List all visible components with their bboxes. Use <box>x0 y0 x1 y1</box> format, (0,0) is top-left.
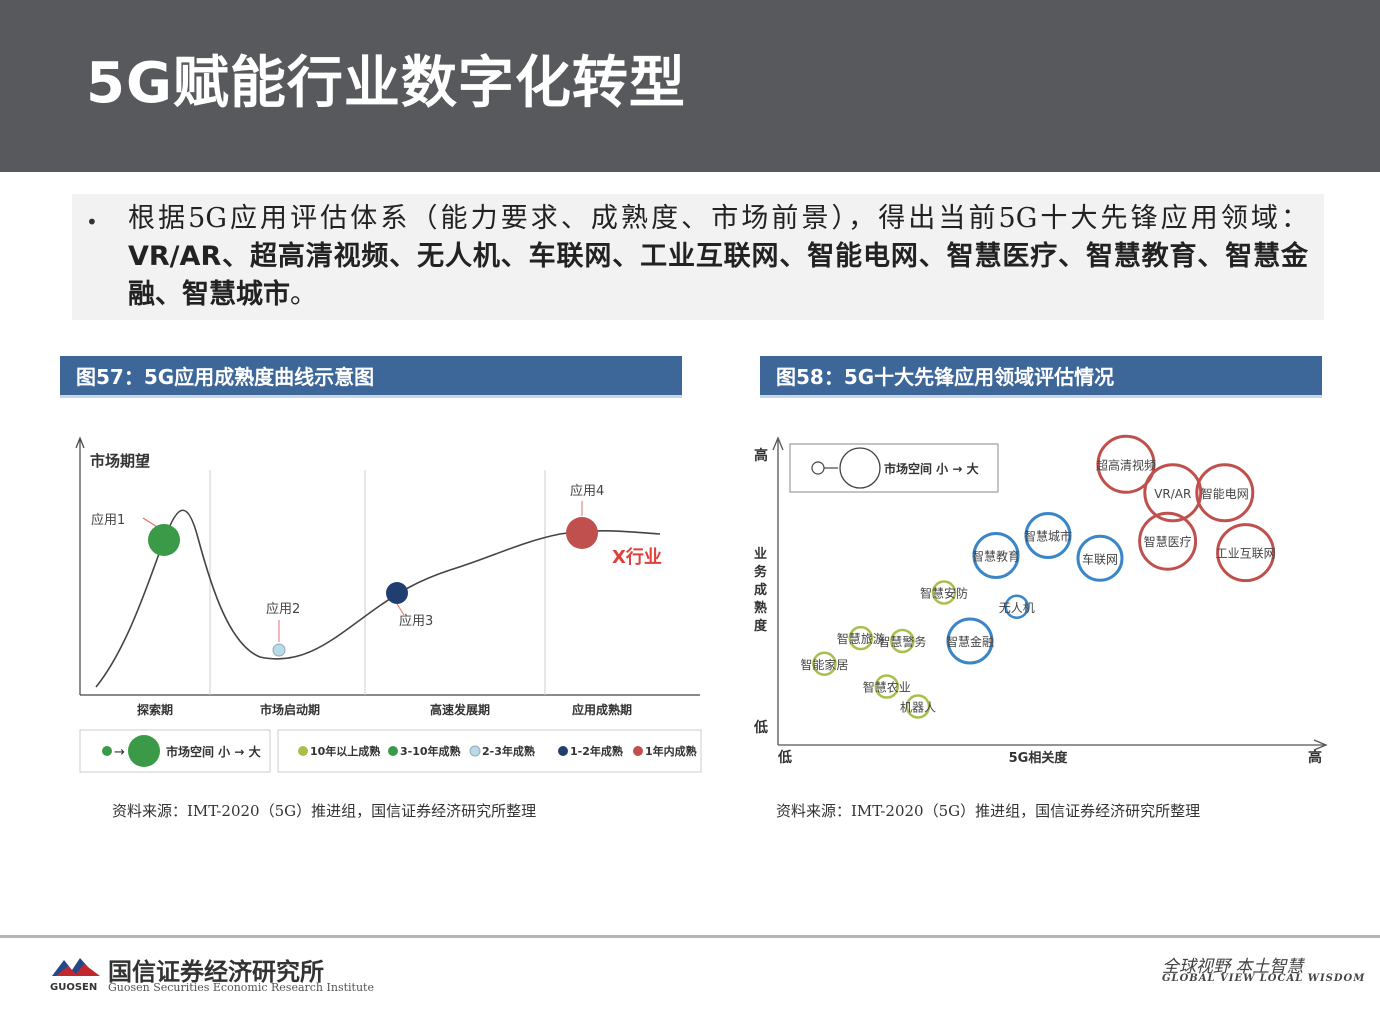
legend-large-circle <box>839 447 881 489</box>
app4-marker <box>566 517 598 549</box>
size-legend-label: 市场空间 小 → 大 <box>166 744 261 759</box>
legend-3-10y: 3-10年成熟 <box>400 744 461 758</box>
phase-dividers <box>209 470 546 695</box>
y-axis-arrow <box>75 436 85 449</box>
app2-label: 应用2 <box>266 601 300 617</box>
bullet-icon: • <box>86 210 98 234</box>
scatter-point-label: 智慧金融 <box>946 634 994 649</box>
summary-text: 根据5G应用评估体系（能力要求、成熟度、市场前景），得出当前5G十大先锋应用领域… <box>128 200 1308 314</box>
scatter-point <box>1195 463 1255 523</box>
scatter-point <box>874 674 900 699</box>
scatter-point-label: 工业互联网 <box>1216 547 1276 561</box>
slogan-cn: 全球视野 本土智慧 <box>1162 957 1304 977</box>
phase-explore: 探索期 <box>137 702 173 717</box>
logo-abbr: GUOSEN <box>50 982 98 993</box>
scatter-point <box>812 651 837 676</box>
y-low-label: 低 <box>753 719 768 736</box>
page-title: 5G赋能行业数字化转型 <box>86 51 686 116</box>
size-legend-label: 市场空间 小 → 大 <box>884 461 979 476</box>
phase-growth: 高速发展期 <box>430 702 490 717</box>
scatter-point-label: 超高清视频 <box>1096 457 1156 472</box>
legend-10y: 10年以上成熟 <box>310 744 380 758</box>
org-name-en: Guosen Securities Economic Research Inst… <box>108 981 374 994</box>
org-name-cn: 国信证券经济研究所 <box>108 957 324 986</box>
scatter-point <box>931 580 957 605</box>
maturity-curve-chart: 市场期望 应用1 应用2 应用3 应用4 X行业 探索期 市场启动期 高速发展期… <box>75 436 702 773</box>
scatter-point-label: 车联网 <box>1082 551 1118 566</box>
phase-launch: 市场启动期 <box>260 702 320 717</box>
app4-label: 应用4 <box>570 483 604 499</box>
scatter-point-label: 无人机 <box>999 601 1035 615</box>
legend-1-2y: 1-2年成熟 <box>570 744 623 758</box>
legend-2-3y: 2-3年成熟 <box>482 744 535 758</box>
app1-marker <box>148 524 180 556</box>
scatter-point <box>890 628 915 654</box>
slogan-en: GLOBAL VIEW LOCAL WISDOM <box>1162 973 1366 984</box>
x-axis-arrow <box>1313 739 1328 751</box>
scatter-point-label: 机器人 <box>900 701 936 715</box>
y-axis-arrow <box>772 436 784 451</box>
scatter-point-label: VR/AR <box>1154 487 1191 501</box>
scatter-point-label: 智慧警务 <box>878 634 926 649</box>
title-bar: 5G赋能行业数字化转型 <box>0 0 1380 172</box>
scatter-point-label: 智能电网 <box>1201 486 1249 501</box>
scatter-point <box>972 531 1020 579</box>
legend-large-circle <box>128 735 160 767</box>
scatter-point-label: 智慧医疗 <box>1144 534 1192 549</box>
figure57-source: 资料来源：IMT-2020（5G）推进组，国信证券经济研究所整理 <box>112 802 537 820</box>
scatter-point <box>1138 511 1198 571</box>
figure57-title: 图57：5G应用成熟度曲线示意图 <box>60 356 682 398</box>
scatter-point-label: 智慧农业 <box>863 680 911 695</box>
scatter-point <box>1004 594 1030 619</box>
scatter-point-label: 智能家居 <box>800 657 848 672</box>
figure58-source: 资料来源：IMT-2020（5G）推进组，国信证券经济研究所整理 <box>776 802 1201 820</box>
scatter-point <box>1096 434 1156 494</box>
scatter-point <box>1076 534 1124 582</box>
summary-intro: 根据5G应用评估体系（能力要求、成熟度、市场前景），得出当前5G十大先锋应用领域… <box>128 203 1308 234</box>
guosen-logo-icon <box>52 958 100 976</box>
scatter-point <box>848 625 874 651</box>
summary-end: 。 <box>290 279 317 310</box>
x-low-label: 低 <box>777 749 792 766</box>
y-high-label: 高 <box>754 447 768 464</box>
scatter-point-label: 智慧旅游 <box>837 631 885 646</box>
figure58-title: 图58：5G十大先锋应用领域评估情况 <box>760 356 1322 398</box>
phase-mature: 应用成熟期 <box>572 702 632 717</box>
scatter-point-label: 智慧教育 <box>972 548 1020 563</box>
legend-1y: 1年内成熟 <box>645 744 697 758</box>
scatter-point-label: 智慧城市 <box>1024 529 1072 544</box>
y-axis-title: 业务成熟度 <box>754 546 768 634</box>
app2-marker <box>272 643 286 657</box>
app1-label: 应用1 <box>91 512 125 528</box>
scatter-point <box>1143 463 1203 523</box>
scatter-point <box>946 617 994 665</box>
app3-label: 应用3 <box>399 613 433 629</box>
industry-label: X行业 <box>612 546 662 568</box>
maturity-legend-box <box>277 729 702 773</box>
x-high-label: 高 <box>1308 749 1322 766</box>
scatter-point <box>1024 512 1072 559</box>
app3-marker <box>386 582 408 604</box>
summary-box <box>72 194 1324 320</box>
scatter-point <box>905 694 931 719</box>
summary-fields: VR/AR、超高清视频、无人机、车联网、工业互联网、智能电网、智慧医疗、智慧教育… <box>128 241 1308 310</box>
scatter-point <box>1216 523 1276 583</box>
y-axis-label: 市场期望 <box>90 452 150 470</box>
footer-divider <box>0 935 1380 938</box>
scatter-point-label: 智慧安防 <box>920 586 968 601</box>
svg-text:→: → <box>114 745 125 760</box>
x-axis-title: 5G相关度 <box>1009 750 1069 766</box>
evaluation-scatter-chart: 高 低 业务成熟度 低 5G相关度 高 市场空间 小 → 大 智能家居智慧农业智… <box>753 434 1328 766</box>
